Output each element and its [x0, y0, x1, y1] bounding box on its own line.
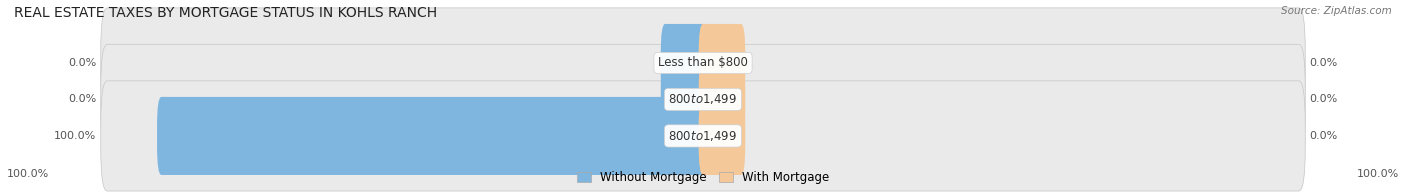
Text: 100.0%: 100.0%	[55, 131, 97, 141]
Text: 0.0%: 0.0%	[67, 58, 97, 68]
Text: 0.0%: 0.0%	[1309, 58, 1339, 68]
FancyBboxPatch shape	[101, 44, 1305, 155]
Text: 100.0%: 100.0%	[1357, 169, 1399, 179]
FancyBboxPatch shape	[699, 24, 745, 102]
FancyBboxPatch shape	[661, 24, 707, 102]
FancyBboxPatch shape	[661, 60, 707, 138]
FancyBboxPatch shape	[157, 97, 707, 175]
Text: $800 to $1,499: $800 to $1,499	[668, 92, 738, 106]
Text: 0.0%: 0.0%	[1309, 131, 1339, 141]
Text: 100.0%: 100.0%	[7, 169, 49, 179]
FancyBboxPatch shape	[699, 60, 745, 138]
FancyBboxPatch shape	[699, 97, 745, 175]
Text: 0.0%: 0.0%	[67, 94, 97, 105]
Text: Source: ZipAtlas.com: Source: ZipAtlas.com	[1281, 6, 1392, 16]
Legend: Without Mortgage, With Mortgage: Without Mortgage, With Mortgage	[572, 167, 834, 189]
Text: Less than $800: Less than $800	[658, 57, 748, 69]
Text: REAL ESTATE TAXES BY MORTGAGE STATUS IN KOHLS RANCH: REAL ESTATE TAXES BY MORTGAGE STATUS IN …	[14, 6, 437, 20]
Text: 0.0%: 0.0%	[1309, 94, 1339, 105]
FancyBboxPatch shape	[101, 8, 1305, 118]
Text: $800 to $1,499: $800 to $1,499	[668, 129, 738, 143]
FancyBboxPatch shape	[101, 81, 1305, 191]
